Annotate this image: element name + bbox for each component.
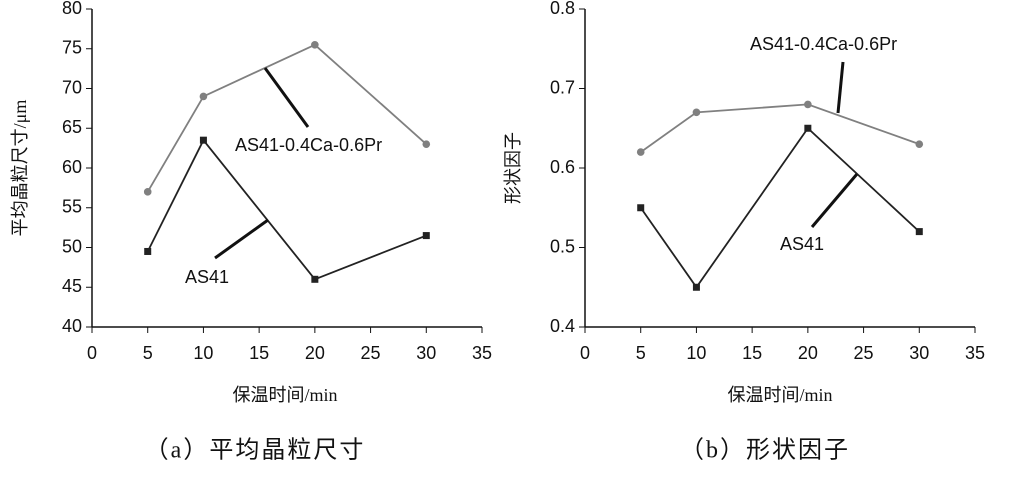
y-tick-label: 0.6 [550, 157, 575, 177]
x-tick-label: 25 [854, 343, 874, 363]
point [143, 188, 152, 196]
point [692, 108, 701, 117]
point [915, 140, 924, 148]
x-tick-label: 25 [361, 343, 381, 363]
y-tick-label: 65 [62, 117, 82, 137]
x-tick-label: 0 [580, 343, 590, 363]
series-line [146, 43, 427, 193]
leader-line [836, 61, 845, 114]
y-tick-label: 0.4 [550, 316, 575, 336]
x-tick-label: 5 [143, 343, 153, 363]
y-tick-label: 40 [62, 316, 82, 336]
y-axis-label: 平均晶粒尺寸/μm [10, 100, 30, 237]
point [144, 247, 152, 255]
x-tick-label: 30 [909, 343, 929, 363]
point [636, 148, 645, 156]
y-tick-label: 50 [62, 236, 82, 256]
y-tick-label: 70 [62, 77, 82, 97]
x-axis-label: 保温时间/min [232, 385, 337, 405]
point [199, 92, 208, 101]
series-line [639, 126, 920, 289]
series-label: AS41-0.4Ca-0.6Pr [750, 34, 897, 54]
point [422, 140, 431, 148]
series-label: AS41 [185, 267, 229, 287]
x-tick-label: 0 [87, 343, 97, 363]
y-tick-label: 55 [62, 197, 82, 217]
y-tick-label: 60 [62, 157, 82, 177]
point [804, 100, 812, 109]
x-tick-label: 20 [798, 343, 818, 363]
x-tick-label: 30 [416, 343, 436, 363]
x-tick-label: 35 [965, 343, 985, 363]
leader-line [263, 67, 310, 128]
y-tick-label: 0.5 [550, 236, 575, 256]
point [915, 228, 923, 236]
y-tick-label: 45 [62, 276, 82, 296]
y-axis-label: 形状因子 [503, 132, 523, 204]
leader-line [810, 173, 859, 228]
point [311, 40, 319, 49]
x-axis-label: 保温时间/min [727, 385, 832, 405]
series-label: AS41-0.4Ca-0.6Pr [235, 135, 382, 155]
series-label: AS41 [780, 234, 824, 254]
x-tick-label: 20 [305, 343, 325, 363]
y-tick-label: 0.8 [550, 0, 575, 18]
x-tick-label: 15 [742, 343, 762, 363]
caption: （b）形状因子 [680, 437, 850, 464]
x-tick-label: 10 [686, 343, 706, 363]
x-tick-label: 5 [636, 343, 646, 363]
x-tick-label: 10 [193, 343, 213, 363]
series-line [146, 138, 427, 281]
leader-line [214, 218, 269, 260]
y-tick-label: 80 [62, 0, 82, 18]
caption: （a）平均晶粒尺寸 [145, 437, 366, 464]
x-tick-label: 35 [472, 343, 492, 363]
point [199, 136, 207, 144]
point [692, 283, 700, 291]
y-tick-label: 75 [62, 38, 82, 58]
point [311, 275, 319, 283]
x-tick-label: 15 [249, 343, 269, 363]
y-tick-label: 0.7 [550, 77, 575, 97]
series-line [640, 103, 920, 153]
point [637, 204, 645, 212]
point [422, 232, 430, 240]
point [804, 124, 812, 132]
